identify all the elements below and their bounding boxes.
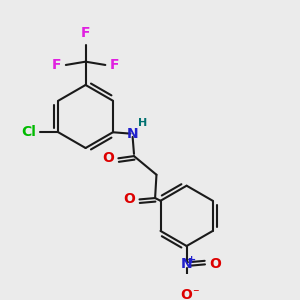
Text: N: N [181,257,192,272]
Text: F: F [110,58,119,72]
Text: ⁻: ⁻ [193,287,199,300]
Text: O: O [102,151,114,165]
Text: O: O [181,288,193,300]
Text: H: H [138,118,147,128]
Text: F: F [52,58,62,72]
Text: O: O [124,192,135,206]
Text: F: F [81,26,90,40]
Text: Cl: Cl [22,125,36,139]
Text: +: + [187,255,196,265]
Text: N: N [127,127,138,141]
Text: O: O [210,257,221,272]
